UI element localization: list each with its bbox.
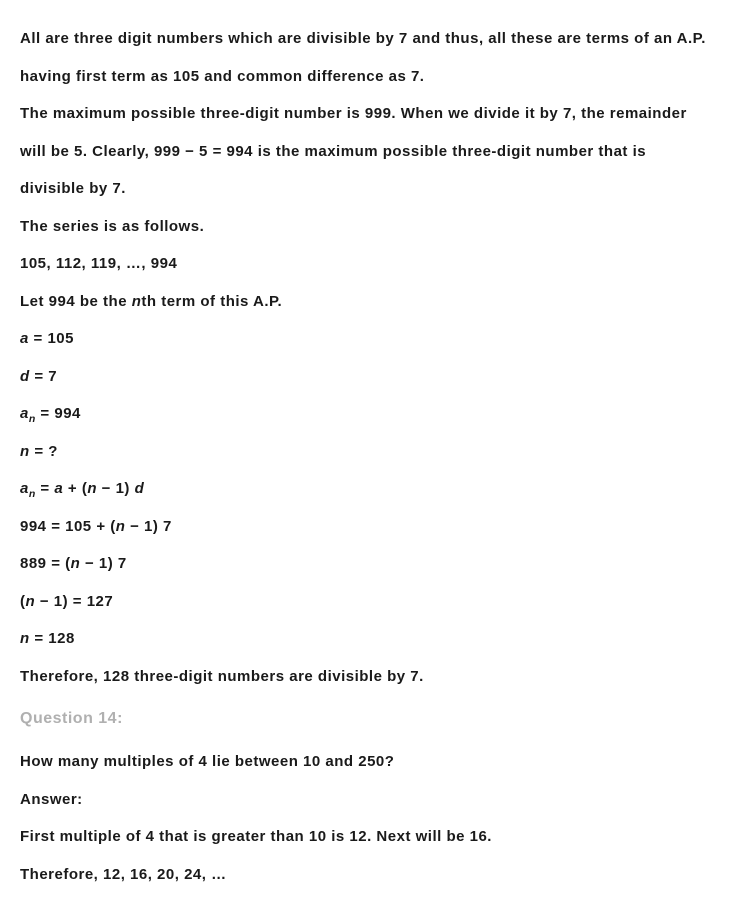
text-fragment: = 128: [30, 630, 75, 647]
variable-n: n: [26, 593, 36, 610]
equation-n-unknown: n = ?: [20, 433, 715, 471]
text-fragment: = ?: [30, 443, 58, 460]
variable-n: n: [132, 293, 142, 310]
text-fragment: − 1) 7: [80, 555, 126, 572]
variable-n: n: [20, 630, 30, 647]
question-14-heading: Question 14:: [20, 699, 715, 739]
text-fragment: = 7: [30, 368, 57, 385]
text-fragment: 889 = (: [20, 555, 71, 572]
text-fragment: + (: [63, 480, 87, 497]
answer-label: Answer:: [20, 781, 715, 819]
paragraph-intro: All are three digit numbers which are di…: [20, 20, 715, 95]
variable-n: n: [20, 443, 30, 460]
conclusion: Therefore, 128 three-digit numbers are d…: [20, 658, 715, 696]
series-label: The series is as follows.: [20, 208, 715, 246]
question-14-text: How many multiples of 4 lie between 10 a…: [20, 743, 715, 781]
answer-step1: First multiple of 4 that is greater than…: [20, 818, 715, 856]
variable-d: d: [20, 368, 30, 385]
nth-term-statement: Let 994 be the nth term of this A.P.: [20, 283, 715, 321]
text-fragment: 994 = 105 + (: [20, 518, 116, 535]
variable-n: n: [116, 518, 126, 535]
variable-a: a: [54, 480, 63, 497]
equation-an: an = 994: [20, 395, 715, 433]
equation-step1: 994 = 105 + (n − 1) 7: [20, 508, 715, 546]
text-fragment: th term of this A.P.: [141, 293, 282, 310]
text-fragment: − 1) 7: [125, 518, 171, 535]
text-fragment: − 1) = 127: [35, 593, 113, 610]
formula-nth-term: an = a + (n − 1) d: [20, 470, 715, 508]
variable-a: a: [20, 330, 29, 347]
paragraph-max-number: The maximum possible three-digit number …: [20, 95, 715, 208]
variable-a: a: [20, 480, 29, 497]
equation-step2: 889 = (n − 1) 7: [20, 545, 715, 583]
equation-result: n = 128: [20, 620, 715, 658]
text-fragment: − 1): [97, 480, 135, 497]
variable-n: n: [87, 480, 97, 497]
equation-step3: (n − 1) = 127: [20, 583, 715, 621]
text-fragment: =: [36, 480, 55, 497]
answer-step2: Therefore, 12, 16, 20, 24, …: [20, 856, 715, 894]
equation-d: d = 7: [20, 358, 715, 396]
variable-d: d: [135, 480, 145, 497]
subscript-n: n: [29, 413, 36, 425]
text-fragment: = 994: [36, 405, 81, 422]
equation-a: a = 105: [20, 320, 715, 358]
text-fragment: = 105: [29, 330, 74, 347]
series-values: 105, 112, 119, …, 994: [20, 245, 715, 283]
text-fragment: Let 994 be the: [20, 293, 132, 310]
variable-n: n: [71, 555, 81, 572]
variable-a: a: [20, 405, 29, 422]
subscript-n: n: [29, 488, 36, 500]
